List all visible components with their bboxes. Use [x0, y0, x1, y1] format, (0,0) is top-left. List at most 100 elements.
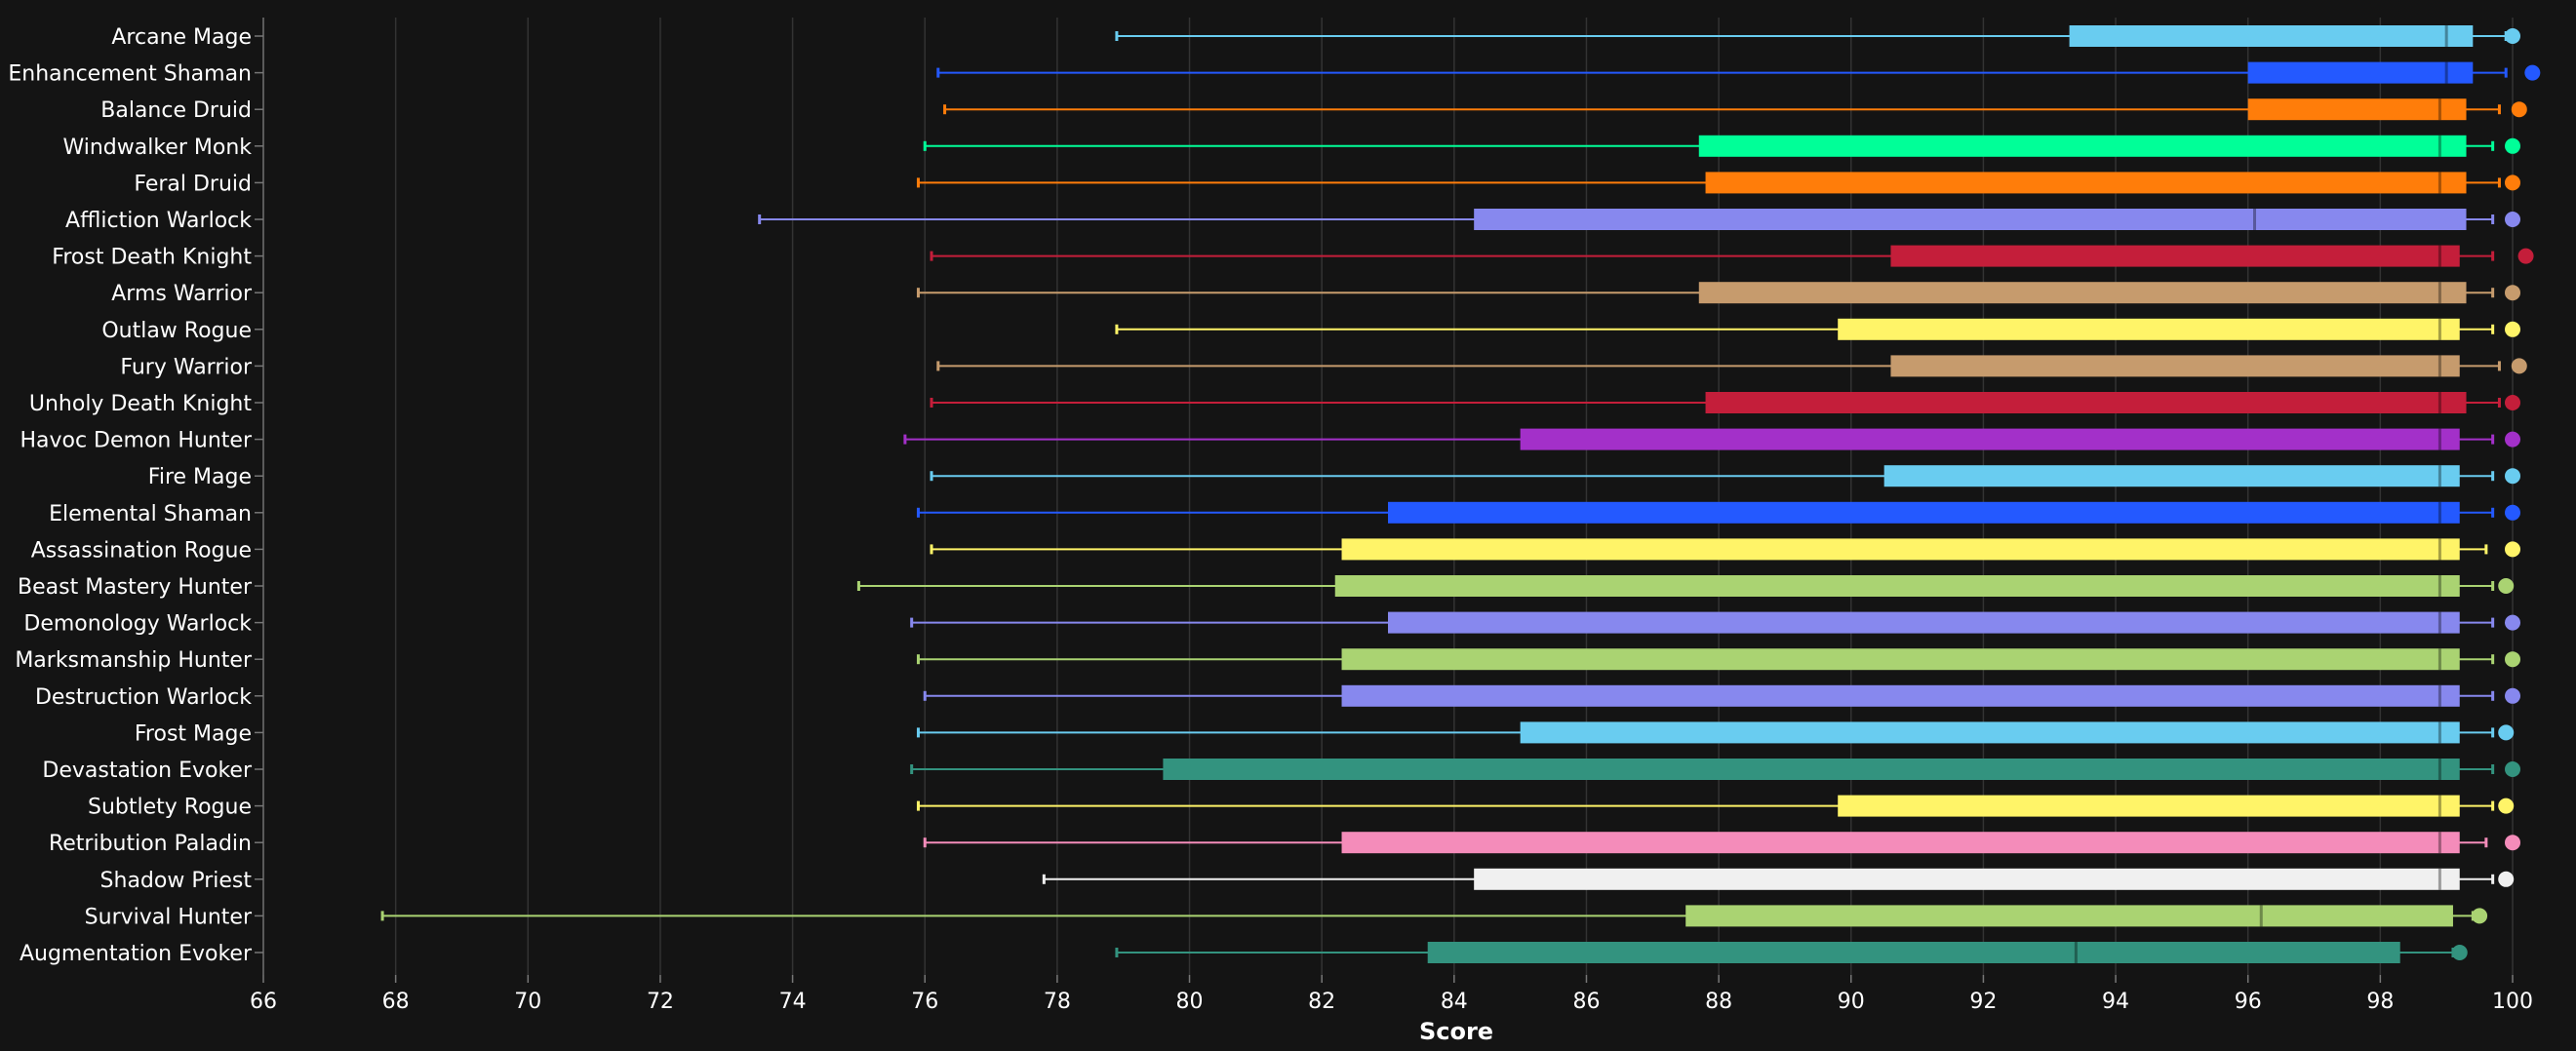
category-label: Havoc Demon Hunter [20, 429, 252, 453]
category-label: Beast Mastery Hunter [18, 575, 253, 600]
category-label: Windwalker Monk [62, 136, 252, 160]
series-row [916, 282, 2520, 304]
series-row [916, 648, 2520, 671]
iqr-box [1388, 611, 2460, 634]
iqr-box [1341, 538, 2460, 561]
top-score-marker [2505, 541, 2520, 558]
top-score-marker [2505, 28, 2520, 44]
iqr-box [1685, 905, 2453, 927]
category-label: Arcane Mage [111, 25, 252, 50]
x-tick-label: 86 [1572, 990, 1600, 1014]
top-score-marker [2505, 504, 2520, 521]
series-row [910, 759, 2520, 780]
series-row [923, 684, 2520, 707]
iqr-box [2247, 61, 2474, 84]
top-score-marker [2505, 212, 2520, 227]
category-label: Marksmanship Hunter [15, 648, 253, 673]
series-row [936, 355, 2527, 377]
x-tick-label: 98 [2366, 990, 2394, 1014]
x-tick-label: 72 [647, 990, 674, 1014]
top-score-marker [2524, 64, 2541, 81]
iqr-box [1163, 759, 2460, 780]
iqr-box [1341, 832, 2460, 854]
series-row [910, 611, 2520, 634]
top-score-marker [2505, 614, 2520, 631]
iqr-box [1705, 172, 2467, 194]
series-row [923, 135, 2520, 157]
series-row [903, 428, 2520, 450]
top-score-marker [2505, 285, 2520, 301]
x-axis-ticks: 66 68 70 72 74 76 78 80 82 84 86 88 90 92 94 96 98 100 [250, 975, 2533, 1014]
series-rows [380, 25, 2541, 963]
iqr-box [1890, 355, 2460, 377]
series-row [856, 575, 2515, 597]
category-label: Retribution Paladin [49, 832, 252, 856]
iqr-box [1520, 721, 2460, 744]
top-score-marker [2505, 651, 2520, 668]
series-row [930, 538, 2520, 561]
category-label: Unholy Death Knight [29, 392, 252, 416]
series-row [1042, 868, 2515, 890]
series-row [758, 209, 2520, 230]
x-tick-label: 76 [911, 990, 938, 1014]
series-row [930, 245, 2534, 267]
iqr-box [1838, 795, 2460, 817]
x-tick-label: 92 [1969, 990, 1997, 1014]
category-label: Feral Druid [134, 172, 252, 196]
category-label: Affliction Warlock [65, 209, 252, 233]
iqr-box [1427, 942, 2400, 963]
x-tick-label: 74 [779, 990, 807, 1014]
category-label: Survival Hunter [85, 905, 253, 929]
x-tick-label: 78 [1044, 990, 1071, 1014]
top-score-marker [2498, 798, 2515, 814]
iqr-box [1883, 465, 2460, 487]
series-row [916, 172, 2520, 194]
category-label: Enhancement Shaman [8, 62, 252, 87]
category-label: Assassination Rogue [31, 538, 252, 563]
top-score-marker [2505, 835, 2520, 851]
top-score-marker [2498, 724, 2515, 741]
x-tick-label: 82 [1308, 990, 1335, 1014]
x-tick-label: 100 [2492, 990, 2533, 1014]
iqr-box [1388, 501, 2460, 524]
series-row [1115, 942, 2468, 963]
category-label: Outlaw Rogue [101, 319, 252, 343]
top-score-marker [2472, 908, 2488, 924]
iqr-box [1698, 135, 2467, 157]
category-label: Elemental Shaman [49, 502, 252, 526]
category-label: Subtlety Rogue [88, 796, 252, 820]
category-label: Fury Warrior [120, 355, 253, 379]
x-tick-label: 90 [1838, 990, 1865, 1014]
top-score-marker [2505, 468, 2520, 485]
category-label: Shadow Priest [100, 869, 253, 893]
series-row [916, 501, 2520, 524]
top-score-marker [2511, 358, 2527, 374]
iqr-box [2247, 98, 2467, 121]
top-score-marker [2505, 137, 2520, 154]
category-label: Destruction Warlock [35, 685, 252, 710]
top-score-marker [2505, 761, 2520, 777]
category-label: Devastation Evoker [42, 759, 253, 783]
iqr-box [1890, 245, 2460, 267]
iqr-box [1520, 428, 2460, 450]
top-score-marker [2498, 871, 2515, 887]
category-label: Augmentation Evoker [20, 942, 253, 966]
category-label: Balance Druid [100, 98, 252, 123]
x-tick-label: 88 [1705, 990, 1732, 1014]
x-tick-label: 94 [2102, 990, 2129, 1014]
iqr-box [1341, 684, 2460, 707]
top-score-marker [2505, 687, 2520, 704]
top-score-marker [2505, 175, 2520, 191]
top-score-marker [2498, 578, 2515, 594]
x-tick-label: 96 [2235, 990, 2262, 1014]
series-row [916, 795, 2515, 817]
category-labels: Arcane Mage Enhancement Shaman Balance Dru… [8, 25, 253, 966]
iqr-box [2069, 25, 2474, 47]
x-tick-label: 70 [514, 990, 541, 1014]
top-score-marker [2511, 101, 2527, 118]
iqr-box [1341, 648, 2460, 671]
top-score-marker [2517, 248, 2534, 264]
series-row [380, 905, 2488, 927]
